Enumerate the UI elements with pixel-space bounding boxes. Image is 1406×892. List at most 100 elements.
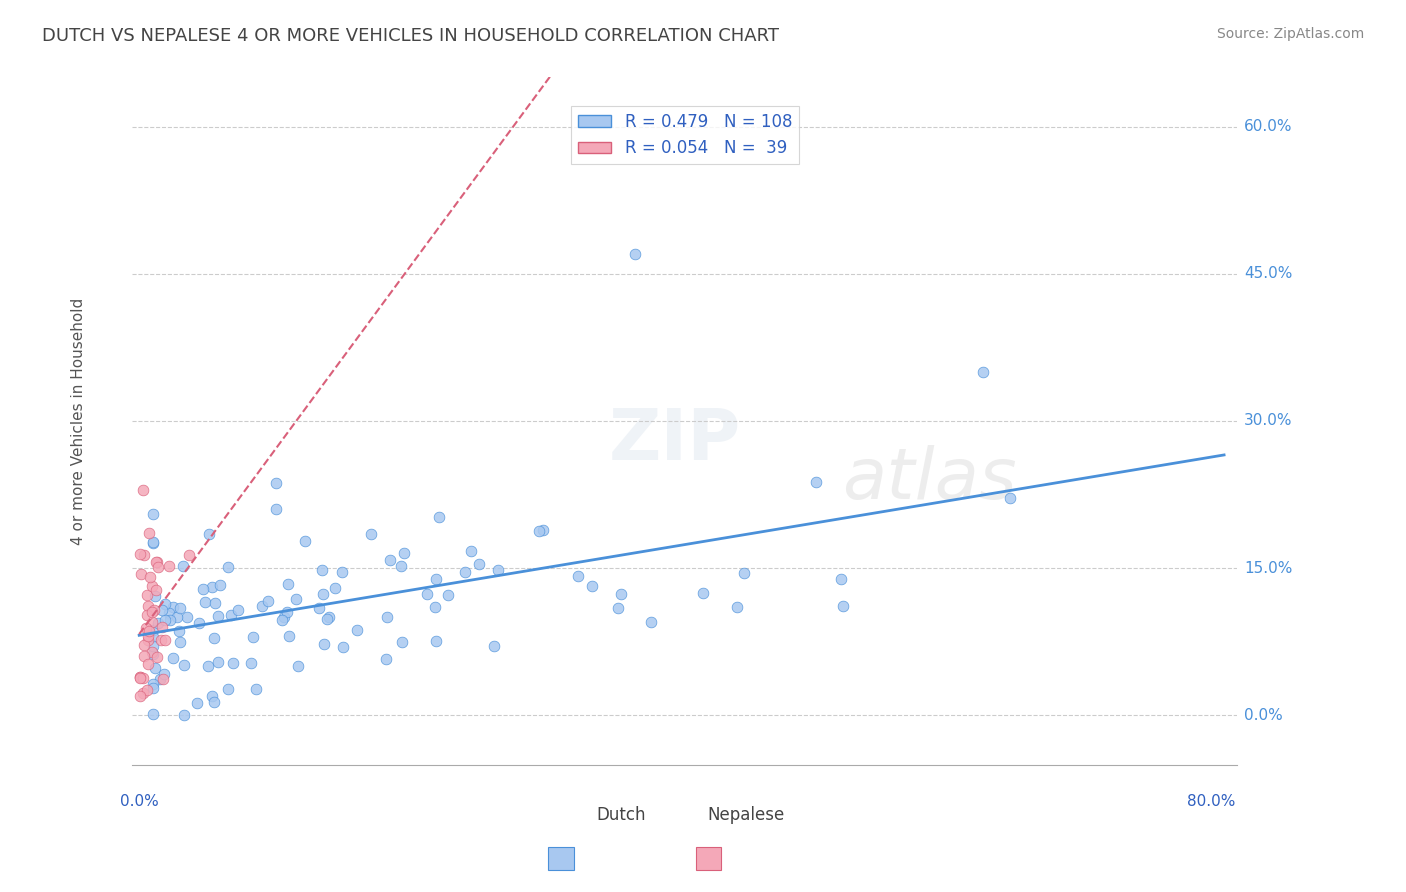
Point [425,572,447,586]
Point [202,631,225,645]
Point [132,638,155,652]
Point [146,615,169,630]
Point [142,536,165,550]
Point [277,629,299,643]
Point [437,588,460,602]
Point [391,559,413,574]
Point [531,523,554,537]
Point [142,603,165,617]
Point [153,666,176,681]
Point [207,609,229,624]
Point [202,695,225,709]
Point [725,599,748,614]
Point [155,632,177,647]
Text: 4 or more Vehicles in Household: 4 or more Vehicles in Household [70,297,86,545]
Text: Nepalese: Nepalese [707,805,785,823]
Point [332,640,354,654]
Point [136,633,159,648]
Point [145,582,167,597]
Point [194,594,217,608]
Point [128,671,150,685]
Point [482,639,505,653]
Point [606,601,628,615]
Text: 30.0%: 30.0% [1244,414,1292,428]
Point [226,603,249,617]
Text: atlas: atlas [842,445,1017,515]
Point [155,597,177,611]
Point [427,510,450,524]
Point [176,610,198,624]
Point [169,600,191,615]
Point [527,524,550,538]
Point [806,475,828,489]
Point [360,527,382,541]
Text: DUTCH VS NEPALESE 4 OR MORE VEHICLES IN HOUSEHOLD CORRELATION CHART: DUTCH VS NEPALESE 4 OR MORE VEHICLES IN … [42,27,779,45]
Point [142,681,165,695]
Point [141,605,163,619]
Point [138,526,160,541]
Point [391,635,413,649]
Point [311,563,333,577]
Point [138,624,160,639]
Point [149,633,172,648]
Text: 80.0%: 80.0% [1187,794,1234,809]
Point [128,689,150,703]
Point [610,587,633,601]
Point [318,610,340,624]
Point [142,630,165,644]
Point [169,624,191,638]
Point [623,247,645,261]
Point [374,652,396,666]
Point [159,613,181,627]
Point [142,534,165,549]
Legend: R = 0.479   N = 108, R = 0.054   N =  39: R = 0.479 N = 108, R = 0.054 N = 39 [571,106,799,164]
Text: Source: ZipAtlas.com: Source: ZipAtlas.com [1216,27,1364,41]
Point [132,671,155,685]
Point [378,552,401,566]
Point [467,557,489,571]
Point [312,637,335,651]
Point [132,483,155,497]
Point [486,563,509,577]
Point [129,670,152,684]
Point [640,615,662,630]
Point [332,565,354,579]
Point [287,658,309,673]
Point [138,629,160,643]
Point [157,558,180,573]
Point [142,507,165,521]
Point [139,570,162,584]
Text: 0.0%: 0.0% [120,794,159,809]
Point [136,657,159,671]
Point [217,681,239,696]
Point [308,600,330,615]
Point [242,630,264,644]
Point [157,606,180,620]
Point [311,587,333,601]
Point [460,544,482,558]
Point [197,527,219,541]
Point [204,596,226,610]
Point [129,670,152,684]
Point [346,623,368,637]
Point [136,599,159,613]
Point [129,566,152,581]
Point [173,658,195,673]
Text: 60.0%: 60.0% [1244,119,1292,134]
Point [415,587,437,601]
Text: 45.0%: 45.0% [1244,266,1292,281]
Point [323,581,346,595]
Point [142,639,165,653]
Point [149,672,172,686]
Point [146,650,169,665]
Point [132,686,155,700]
Text: Dutch: Dutch [596,805,647,823]
Point [132,548,155,562]
Point [142,647,165,661]
Point [208,578,231,592]
Point [250,599,273,614]
Point [143,661,166,675]
Point [201,581,224,595]
Point [146,559,169,574]
Point [201,689,224,703]
